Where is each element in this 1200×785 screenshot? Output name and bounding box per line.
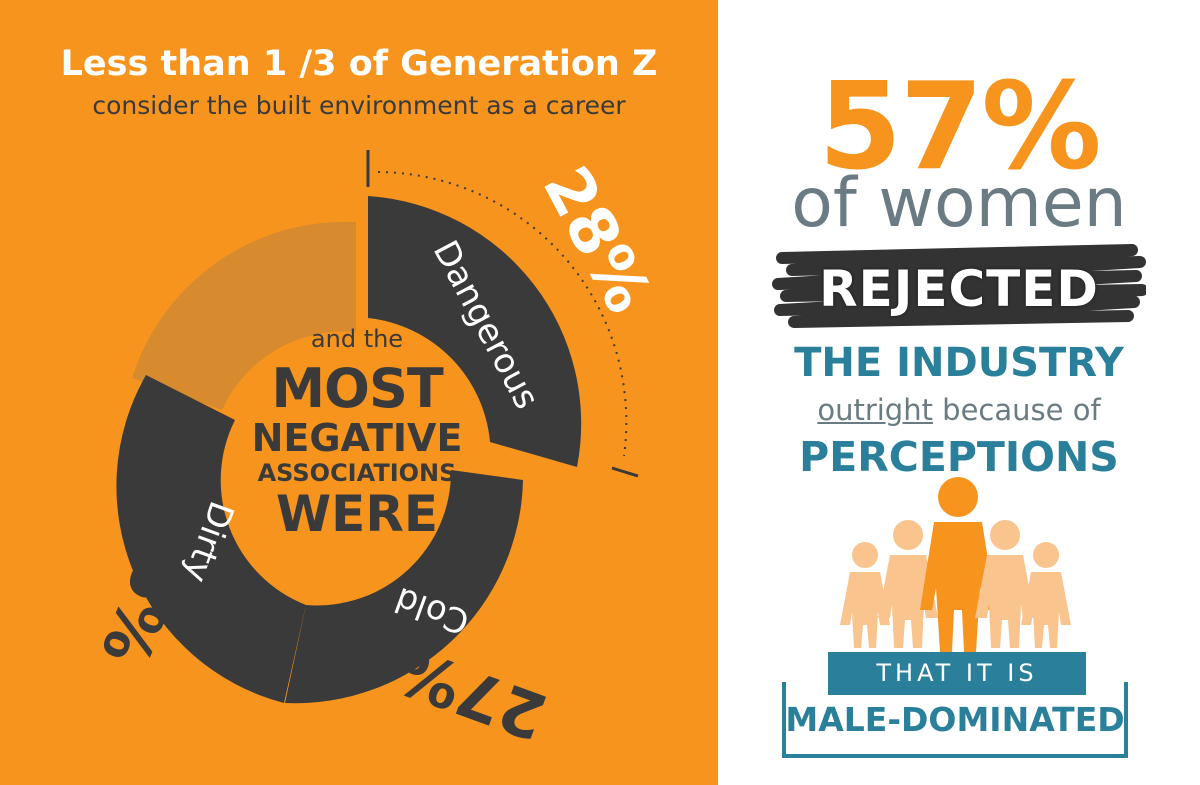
donut-empty-segment: [132, 221, 356, 410]
rejected-block: REJECTED: [772, 244, 1146, 328]
because-of-text: because of: [932, 393, 1101, 427]
center-text-were: WERE: [276, 485, 438, 543]
donut-segment-dirty: [116, 375, 306, 703]
scribble-mark: [772, 244, 1146, 328]
women-figures-icon: [840, 477, 1071, 652]
perceptions-text: PERCEPTIONS: [799, 433, 1119, 481]
person-figure-far-right: [1021, 542, 1071, 648]
person-figure-far-left: [840, 542, 890, 648]
of-women-text: of women: [791, 164, 1127, 243]
person-figure-center: [920, 477, 996, 652]
donut-chart: Dangerous Cold Dirty: [116, 150, 639, 704]
center-text-negative: NEGATIVE: [251, 416, 463, 460]
banner-male-dominated: MALE-DOMINATED: [785, 700, 1125, 739]
subhead: consider the built environment as a care…: [92, 91, 626, 120]
donut-segment-dangerous: [368, 196, 582, 467]
center-text-and-the: and the: [310, 325, 404, 353]
outright-line: outright because of: [718, 396, 1200, 425]
person-figure-right: [975, 520, 1035, 648]
left-panel: Less than 1 /3 of Generation Z consider …: [0, 0, 718, 785]
banner-frame: [782, 682, 1128, 758]
center-text-most: MOST: [271, 357, 443, 420]
center-text-associations: ASSOCIATIONS: [257, 459, 457, 487]
donut-segment-cold: [285, 470, 523, 704]
outright-word: outright: [817, 393, 933, 427]
right-panel: 57% of women REJECTED THE INDUSTRY outri…: [718, 0, 1200, 785]
banner-that-it-is: THAT IT IS: [828, 652, 1086, 695]
stat-57-percent: 57%: [818, 58, 1101, 197]
headline: Less than 1 /3 of Generation Z: [60, 44, 658, 84]
person-figure-left: [878, 520, 938, 648]
the-industry-text: THE INDUSTRY: [794, 340, 1124, 386]
tick-mark-bottom: [611, 466, 639, 478]
rejected-text: REJECTED: [819, 260, 1099, 318]
